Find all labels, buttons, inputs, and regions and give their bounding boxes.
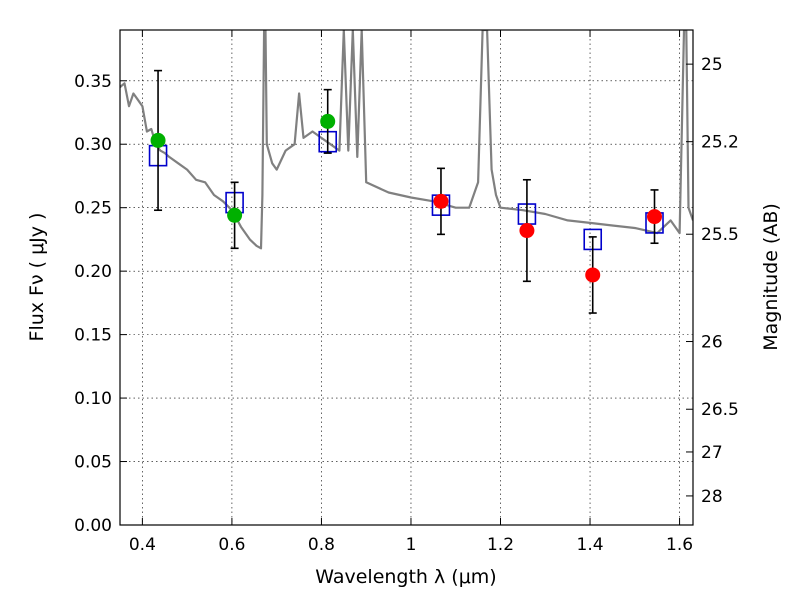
x-tick-label: 1 — [406, 535, 417, 555]
y-tick-label: 0.00 — [74, 516, 112, 536]
observed-flux-point-2-2 — [585, 267, 601, 283]
y-tick-label: 0.20 — [74, 262, 112, 282]
y-tick-label: 0.15 — [74, 326, 112, 346]
x-tick-label: 0.6 — [218, 535, 245, 555]
x-tick-label: 0.8 — [308, 535, 335, 555]
y-tick-label: 0.05 — [74, 453, 112, 473]
x-tick-label: 1.2 — [487, 535, 514, 555]
y2-tick-label: 26 — [701, 333, 723, 353]
data-points-group — [148, 69, 664, 314]
axis-ticks — [120, 30, 693, 526]
observed-flux-point-1-0 — [150, 132, 166, 148]
y-tick-label: 0.30 — [74, 135, 112, 155]
axis-tick-labels: 0.4 0.6 0.8 1 1.2 1.4 1.6 0.00 0.05 0.10 0.15 0.20 0… — [74, 55, 739, 555]
observed-flux-point-1-2 — [320, 113, 336, 129]
observed-flux-point-2-1 — [519, 223, 535, 239]
model-spectrum-line — [120, 30, 693, 250]
x-tick-label: 0.4 — [129, 535, 156, 555]
plot-background — [120, 30, 693, 525]
y-tick-label: 0.35 — [74, 72, 112, 92]
y-tick-label: 0.10 — [74, 389, 112, 409]
x-tick-label: 1.6 — [666, 535, 693, 555]
y-axis-label: Flux Fν ( μJy ) — [26, 213, 48, 342]
y2-tick-label: 26.5 — [701, 400, 739, 420]
y-tick-label: 0.25 — [74, 199, 112, 219]
x-axis-label: Wavelength λ (μm) — [315, 566, 496, 588]
x-tick-label: 1.4 — [577, 535, 604, 555]
observed-flux-point-2-0 — [433, 193, 449, 209]
observed-flux-point-2-3 — [647, 209, 663, 225]
y2-tick-label: 28 — [701, 487, 723, 507]
y2-tick-label: 25 — [701, 55, 723, 75]
y2-tick-label: 25.2 — [701, 133, 739, 153]
plot-frame — [119, 29, 694, 526]
observed-flux-point-1-1 — [227, 207, 243, 223]
model-spectrum-group — [120, 30, 693, 250]
y2-tick-label: 25.5 — [701, 225, 739, 245]
y2-axis-label: Magnitude (AB) — [760, 203, 782, 351]
y2-tick-label: 27 — [701, 443, 723, 463]
